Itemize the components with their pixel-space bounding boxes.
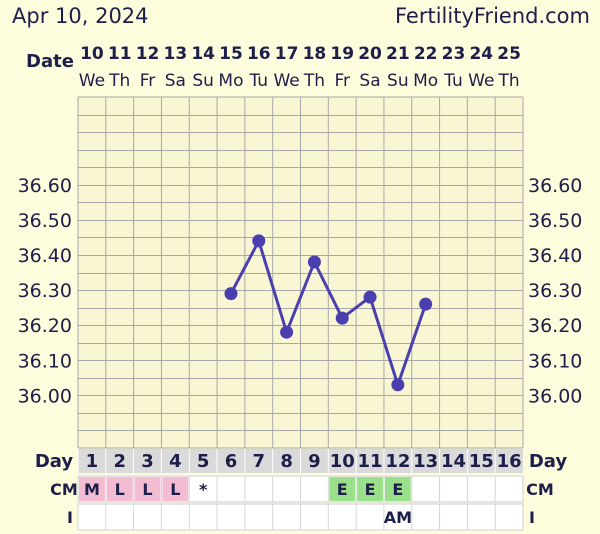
day-number: 9 (308, 451, 321, 472)
date-label: 20 (358, 44, 382, 64)
y-tick-label-right: 36.40 (528, 245, 582, 267)
y-tick-label-left: 36.50 (18, 210, 72, 232)
day-number: 2 (113, 451, 126, 472)
weekday-label: Su (192, 71, 214, 91)
weekday-label: We (79, 71, 105, 91)
date-label: 24 (469, 44, 493, 64)
date-label: 12 (136, 44, 160, 64)
cm-value: L (115, 480, 125, 499)
y-tick-label-right: 36.30 (528, 280, 582, 302)
cm-row-label-right: CM (526, 480, 554, 499)
weekday-label: Sa (165, 71, 186, 91)
site-name: FertilityFriend.com (395, 4, 590, 28)
day-row-label-left: Day (35, 451, 74, 472)
weekday-label: Th (108, 71, 130, 91)
day-number: 5 (197, 451, 210, 472)
y-tick-label-right: 36.00 (528, 385, 582, 407)
temperature-point (335, 311, 349, 325)
y-tick-label-left: 36.20 (18, 315, 72, 337)
date-label: 13 (164, 44, 188, 64)
date-row-label: Date (26, 51, 74, 72)
temperature-point (363, 290, 377, 304)
cm-cell (384, 477, 411, 501)
date-label: 18 (303, 44, 327, 64)
temperature-line (229, 239, 428, 387)
intercourse-value: AM (384, 508, 412, 527)
weekday-label: We (273, 71, 299, 91)
weekday-label: Su (387, 71, 409, 91)
day-number: 14 (441, 451, 466, 472)
day-number: 15 (469, 451, 494, 472)
y-tick-label-left: 36.60 (18, 175, 72, 197)
date-label: 14 (191, 44, 215, 64)
y-tick-label-left: 36.40 (18, 245, 72, 267)
cm-value: E (392, 480, 403, 499)
weekday-label: Th (303, 71, 325, 91)
chart-date: Apr 10, 2024 (12, 4, 149, 28)
date-label: 10 (80, 44, 104, 64)
cm-value: E (365, 480, 376, 499)
weekday-label: Tu (443, 71, 463, 91)
temperature-point (391, 378, 405, 392)
cm-cell (79, 477, 105, 501)
y-tick-label-left: 36.10 (18, 350, 72, 372)
y-tick-label-right: 36.10 (528, 350, 582, 372)
temperature-point (307, 255, 321, 269)
cm-cell (134, 477, 161, 501)
date-label: 21 (386, 44, 410, 64)
cm-value: L (170, 480, 180, 499)
y-tick-label-right: 36.20 (528, 315, 582, 337)
y-tick-label-right: 36.50 (528, 210, 582, 232)
day-number: 7 (253, 451, 266, 472)
date-label: 16 (247, 44, 271, 64)
day-number: 1 (86, 451, 99, 472)
day-number: 4 (169, 451, 182, 472)
day-number: 16 (497, 451, 522, 472)
temperature-point (419, 297, 433, 311)
date-label: 17 (275, 44, 299, 64)
temperature-point (224, 287, 238, 301)
weekday-label: Th (498, 71, 520, 91)
date-label: 11 (108, 44, 132, 64)
day-number: 12 (385, 451, 410, 472)
cm-cell (162, 477, 189, 501)
temperature-point (280, 325, 294, 339)
day-number: 13 (413, 451, 438, 472)
day-row-label-right: Day (529, 451, 568, 472)
cm-value: * (199, 480, 208, 499)
cm-value: E (337, 480, 348, 499)
weekday-label: Tu (248, 71, 268, 91)
cm-cell (357, 477, 383, 501)
date-label: 19 (330, 44, 354, 64)
cm-row-label-left: CM (50, 480, 78, 499)
date-label: 23 (442, 44, 466, 64)
weekday-label: Mo (413, 71, 438, 91)
date-label: 15 (219, 44, 243, 64)
temperature-point (252, 234, 266, 248)
date-label: 22 (414, 44, 438, 64)
weekday-label: Mo (218, 71, 243, 91)
weekday-label: Fr (334, 71, 350, 91)
y-tick-label-left: 36.30 (18, 280, 72, 302)
i-row-label-left: I (67, 508, 73, 527)
cm-cell (106, 477, 133, 501)
day-number: 3 (141, 451, 154, 472)
y-tick-label-left: 36.00 (18, 385, 72, 407)
y-tick-label-right: 36.60 (528, 175, 582, 197)
day-number: 8 (280, 451, 293, 472)
weekday-label: We (468, 71, 494, 91)
day-number: 11 (358, 451, 383, 472)
cm-cell (329, 477, 356, 501)
cm-value: L (142, 480, 152, 499)
date-label: 25 (497, 44, 521, 64)
cm-value: M (84, 480, 100, 499)
i-row-label-right: I (529, 508, 535, 527)
weekday-label: Fr (140, 71, 156, 91)
day-number: 6 (225, 451, 238, 472)
weekday-label: Sa (359, 71, 380, 91)
day-number: 10 (330, 451, 355, 472)
